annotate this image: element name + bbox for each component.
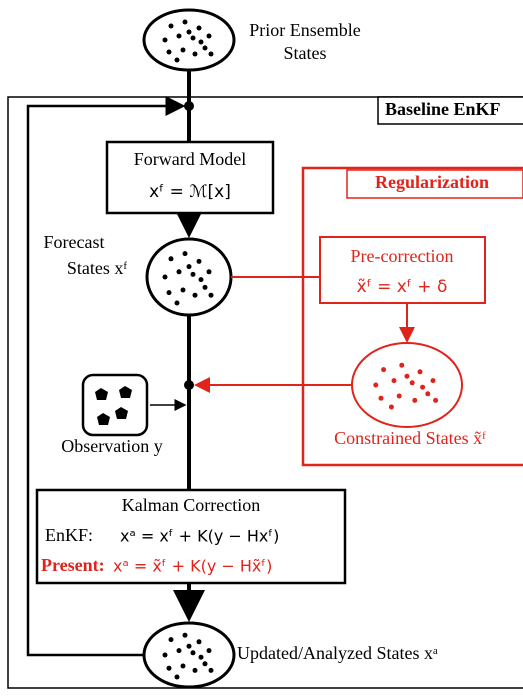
ensemble-dot [162,37,168,43]
ensemble-dot [166,49,172,55]
ensemble-dot [373,382,379,388]
ensemble-dot [420,384,426,390]
ensemble-dot [388,404,394,410]
pre-correction-box [319,236,486,304]
kalman-present-equation: xᵃ = x̃ᶠ + K(y − Hx̃ᶠ) [113,557,272,576]
loop-arrow [26,96,186,657]
ensemble-dot [378,395,384,401]
forward-model-title: Forward Model [134,149,246,169]
ensemble-dot [176,33,182,39]
ensemble-dot [196,258,202,264]
ensemble-dot [206,33,212,39]
ensemble-dot [202,661,208,667]
ensemble-dot [396,393,402,399]
ensemble-dot [174,300,180,306]
updated-label: Updated/Analyzed States xᵃ [237,643,438,663]
constrained-label: Constrained States x̃ᶠ [334,428,486,448]
forward-model-box [105,140,275,215]
kalman-present-label: Present: [41,555,105,575]
pre-correction-equation: x̃ᶠ = xᶠ + δ [357,277,448,297]
ensemble-dot [176,269,182,275]
ensemble-dot [198,277,204,283]
ensemble-dot [208,51,214,57]
ensemble-dot [168,23,174,29]
ensemble-dot [202,45,208,51]
ensemble-dot [208,667,214,673]
ensemble-dot [192,292,198,298]
ensemble-dot [180,663,186,669]
kalman-enkf-label: EnKF: [45,525,93,545]
ensemble-dot [166,665,172,671]
junction [184,380,194,390]
baseline-label-box [377,96,523,125]
ensemble-dot [186,264,192,270]
ensemble-dot [166,290,172,296]
ensemble-dot [190,35,196,41]
ensemble-dot [208,292,214,298]
ensemble-dot [417,369,423,375]
ensemble-dot [196,25,202,31]
ensemble-dot [186,29,192,35]
kalman-box [35,488,347,585]
ensemble-dot [162,652,168,658]
ensemble-dot [190,271,196,277]
prior-label: States [284,43,327,63]
prior-label: Prior Ensemble [249,20,360,40]
observation-label: Observation y [61,436,162,456]
ensemble-dot [399,362,405,368]
constrained-ellipse [351,342,463,428]
ensemble-dot [206,269,212,275]
ensemble-dot [381,367,387,373]
kalman-title: Kalman Correction [122,495,260,515]
ensemble-dot [168,637,174,643]
ensemble-dot [192,667,198,673]
updated-ellipse [142,621,236,689]
pre-correction-title: Pre-correction [351,246,454,266]
ensemble-dot [391,378,397,384]
regularization-box [301,166,523,467]
ensemble-dot [433,397,439,403]
ensemble-dot [404,373,410,379]
junction [184,101,194,111]
forecast-ellipse [145,237,233,317]
kalman-enkf-equation: xᵃ = xᶠ + K(y − Hxᶠ) [120,527,279,546]
ensemble-dot [180,47,186,53]
ensemble-dot [202,284,208,290]
ensemble-dot [206,648,212,654]
ensemble-dot [186,643,192,649]
regularization-label-box [346,169,523,199]
ensemble-dot [430,378,436,384]
ensemble-dot [412,397,418,403]
ensemble-dot [176,648,182,654]
forecast-label: Forecast [44,232,105,252]
ensemble-dot [174,674,180,680]
ensemble-dot [174,57,180,63]
observation-marks [95,386,132,425]
ensemble-dot [168,256,174,262]
ensemble-dot [196,639,202,645]
baseline-box [7,96,523,689]
ensemble-dot [182,632,188,638]
ensemble-dot [425,391,431,397]
ensemble-dot [162,274,168,280]
forecast-label: States xᶠ [67,258,127,278]
ensemble-dot [182,251,188,257]
ensemble-dot [180,287,186,293]
ensemble-dot [192,51,198,57]
baseline-label: Baseline EnKF [385,99,501,119]
forward-model-equation: xᶠ = ℳ[x] [149,182,231,202]
ensemble-dot [182,19,188,25]
ensemble-dot [190,650,196,656]
ensemble-dot [198,654,204,660]
regularization-label: Regularization [375,172,489,192]
ensemble-dot [409,380,415,386]
ensemble-dot [198,39,204,45]
prior-ellipse [142,8,236,72]
observation-icon [81,373,149,437]
